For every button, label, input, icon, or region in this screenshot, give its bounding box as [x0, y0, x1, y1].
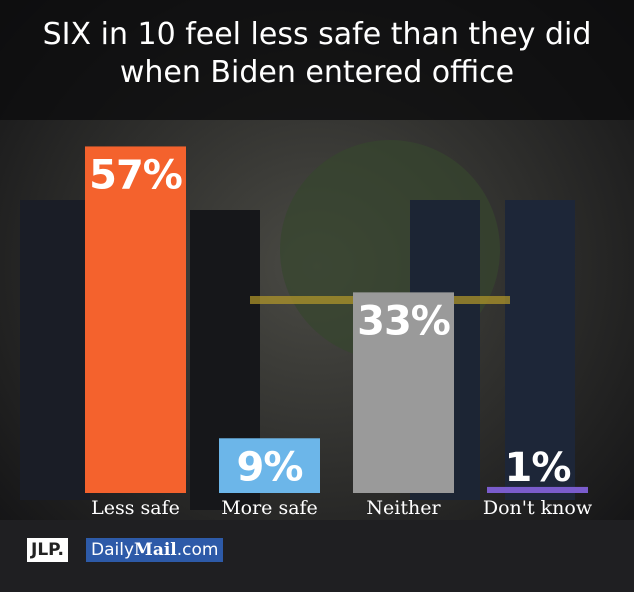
value-label: 1%	[505, 445, 571, 491]
x-tick-label: More safe	[221, 497, 318, 519]
bar	[487, 486, 588, 493]
logo-text: .com	[176, 540, 219, 560]
x-tick-label: Less safe	[91, 497, 180, 519]
logo-jlp: JLP.	[27, 538, 68, 562]
x-tick-label: Don't know	[483, 497, 593, 519]
value-label: 33%	[357, 298, 450, 344]
bar	[85, 146, 186, 493]
logo-text: Mail	[134, 540, 177, 560]
value-label: 57%	[89, 152, 182, 198]
chart-title: SIX in 10 feel less safe than they did w…	[42, 17, 592, 90]
bar	[219, 438, 320, 493]
value-label: 9%	[237, 444, 303, 490]
logo-text: Daily	[91, 540, 135, 560]
x-tick-label: Neither	[366, 497, 441, 519]
logo-dailymail: DailyMail.com	[86, 538, 224, 562]
bar	[353, 292, 454, 493]
